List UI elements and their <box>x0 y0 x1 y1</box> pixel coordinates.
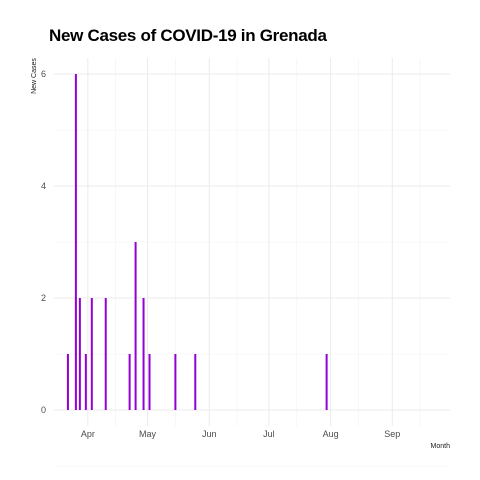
x-tick-label: Jun <box>202 429 217 439</box>
y-axis-title: New Cases <box>31 58 38 94</box>
bar <box>325 354 328 410</box>
bar <box>74 74 77 410</box>
chart-title: New Cases of COVID-19 in Grenada <box>49 26 327 45</box>
bar <box>78 298 81 410</box>
bars <box>66 74 328 410</box>
x-tick-label: Sep <box>384 429 400 439</box>
y-axis-ticks: 0 2 4 6 <box>41 69 46 415</box>
bar <box>104 298 107 410</box>
bar <box>90 298 93 410</box>
x-tick-label: Jul <box>263 429 275 439</box>
x-tick-label: Apr <box>81 429 95 439</box>
bar <box>84 354 87 410</box>
x-axis-title: Month <box>431 443 451 450</box>
bar <box>194 354 197 410</box>
grid-lines <box>54 58 450 467</box>
bar <box>128 354 131 410</box>
bar <box>142 298 145 410</box>
y-tick-label: 6 <box>41 69 46 79</box>
bar <box>66 354 69 410</box>
y-tick-label: 2 <box>41 293 46 303</box>
y-tick-label: 0 <box>41 405 46 415</box>
bar <box>174 354 177 410</box>
y-tick-label: 4 <box>41 181 46 191</box>
x-axis-ticks: Apr May Jun Jul Aug Sep <box>81 429 400 439</box>
x-tick-label: May <box>139 429 157 439</box>
bar <box>148 354 151 410</box>
bar <box>134 242 137 410</box>
x-tick-label: Aug <box>323 429 339 439</box>
